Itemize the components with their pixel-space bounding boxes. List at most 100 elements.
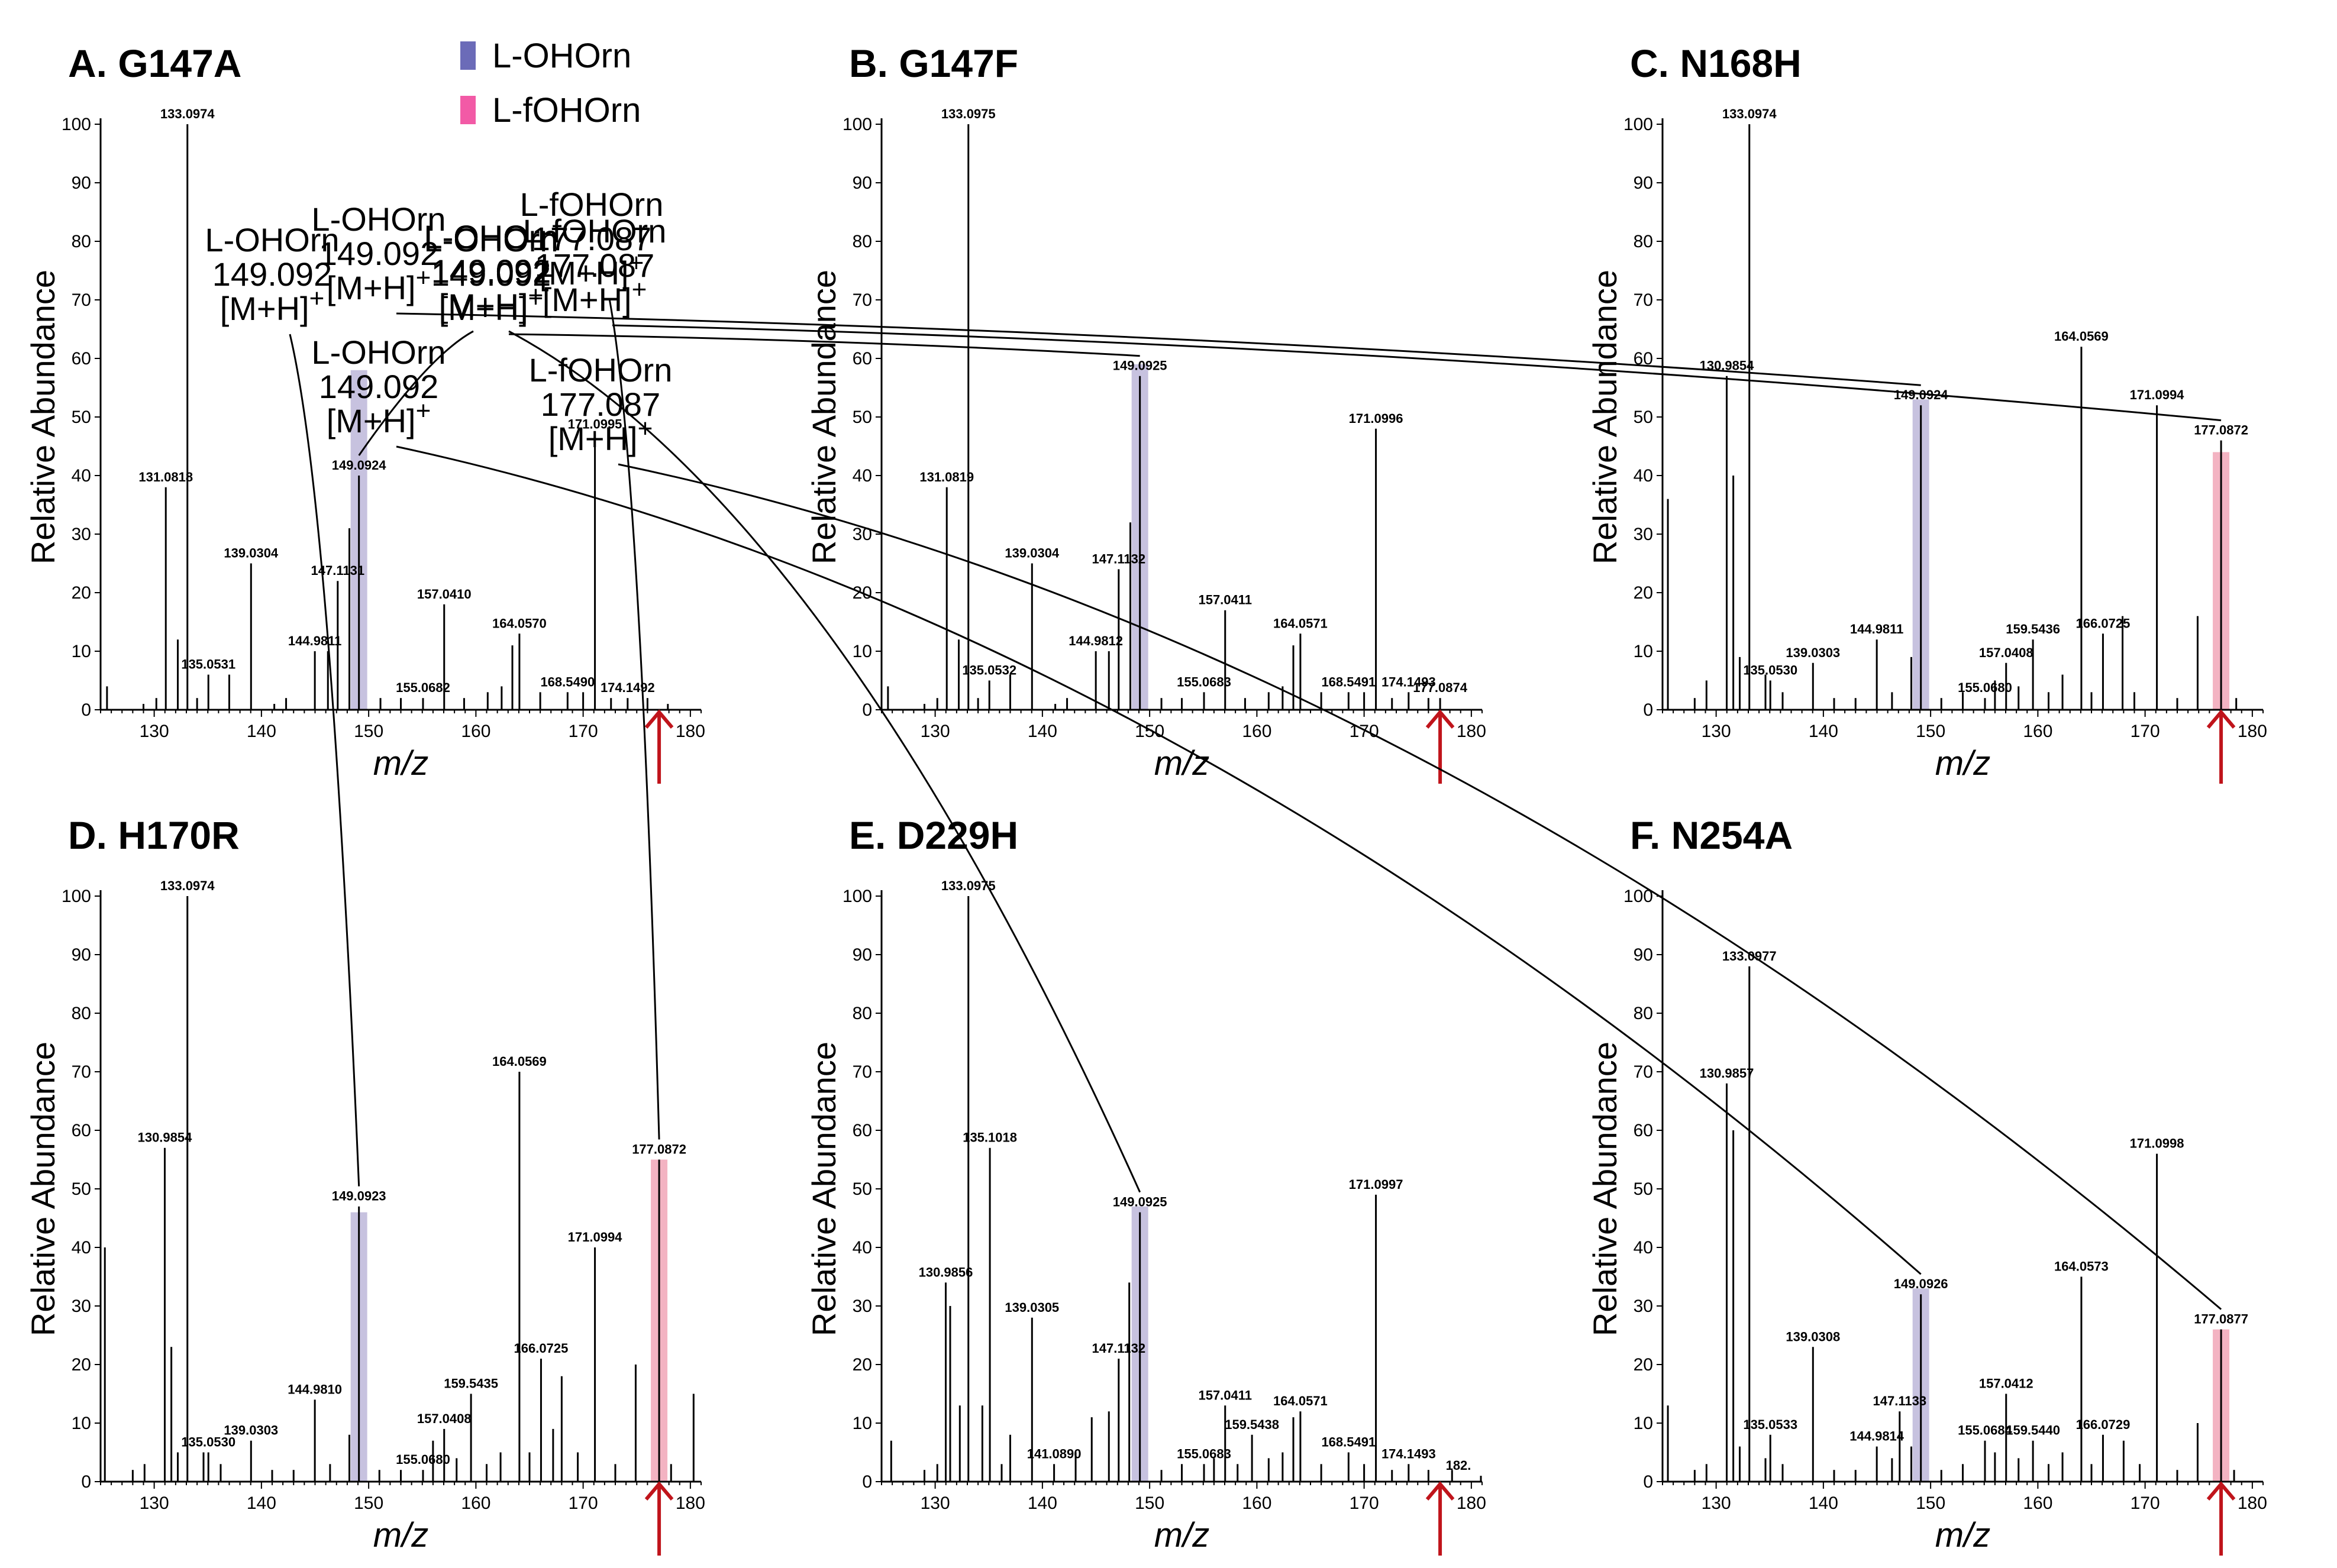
y-tick-label: 40	[1634, 1238, 1653, 1257]
peak-label: 157.0408	[1979, 645, 2033, 660]
x-tick-label: 150	[1916, 1493, 1945, 1513]
peak-label: 155.0684	[1958, 1423, 2013, 1438]
annotation-line: [M+H]+	[439, 284, 544, 327]
peak-label: 133.0974	[160, 106, 215, 121]
arrow-head	[2206, 709, 2236, 729]
peak-label: 177.0874	[1413, 680, 1468, 695]
annotation-line: 177.087	[541, 386, 660, 423]
y-tick-label: 90	[72, 173, 91, 193]
peak-label: 164.0570	[492, 616, 547, 631]
peak-label: 164.0569	[492, 1054, 547, 1069]
annotation-line: L-fOHOrn	[520, 186, 664, 223]
y-tick-label: 0	[862, 700, 872, 720]
peak-label: 171.0995	[568, 417, 622, 432]
annotation-line: [M+H]+	[327, 263, 431, 306]
y-tick-label: 90	[1634, 173, 1653, 193]
annotation-line: [M+H]+	[548, 414, 653, 457]
x-tick-label: 130	[921, 722, 950, 741]
peak-label: 135.0531	[181, 657, 235, 672]
y-tick-label: 20	[853, 1355, 872, 1375]
arrow-head	[1425, 1481, 1455, 1501]
y-tick-label: 50	[72, 408, 91, 427]
peak-label: 139.0303	[224, 1423, 278, 1438]
annotation-connector	[618, 463, 2222, 1310]
y-axis-title: Relative Abundance	[24, 1042, 62, 1336]
peak-label: 139.0303	[1786, 645, 1840, 660]
annotation-line: [M+H]+	[540, 248, 644, 292]
y-tick-label: 60	[72, 349, 91, 368]
peak-label: 144.9810	[288, 1382, 342, 1396]
x-tick-label: 160	[2023, 1493, 2052, 1513]
y-tick-label: 100	[1623, 115, 1653, 134]
annotation-line: L-fOHOrn	[523, 212, 667, 250]
peak-label: 164.0573	[2054, 1259, 2109, 1274]
peak-label: 135.0532	[962, 663, 1016, 678]
peak-label: 149.0925	[1113, 358, 1167, 373]
y-tick-label: 50	[853, 408, 872, 427]
annotation-connector	[396, 312, 1921, 386]
peak-label: 149.0923	[332, 1189, 386, 1204]
peak-label: 157.0412	[1979, 1376, 2033, 1391]
x-tick-label: 140	[1809, 722, 1838, 741]
peak-label: 144.9811	[1850, 622, 1904, 636]
annotation-connector	[289, 334, 360, 1186]
arrow-head	[1425, 709, 1455, 729]
y-tick-label: 30	[72, 525, 91, 544]
y-tick-label: 10	[853, 1414, 872, 1433]
annotation-superscript: +	[416, 263, 431, 292]
annotation-line: [M+H]+	[439, 281, 544, 324]
y-tick-label: 100	[843, 887, 872, 906]
peak-label: 155.0682	[396, 680, 450, 695]
red-arrow-marker	[1425, 709, 1455, 784]
peak-label: 174.1493	[1381, 1446, 1436, 1461]
peak-label: 147.1133	[1873, 1394, 1927, 1408]
peak-label: 139.0304	[224, 546, 279, 561]
annotation-superscript: +	[629, 248, 644, 277]
peak-label: 164.0569	[2054, 329, 2109, 344]
x-axis-title: m/z	[1935, 1516, 1990, 1554]
peak-label: 164.0571	[1273, 1394, 1328, 1408]
peak-label: 177.0877	[2194, 1312, 2248, 1327]
y-tick-label: 40	[72, 466, 91, 486]
annotation-connector	[612, 324, 2222, 422]
y-tick-label: 40	[72, 1238, 91, 1257]
panel-a-g147a: A. G147A 0 10 20 30 40 50 60 70 80 90 100 130 140 150 1…	[24, 41, 705, 784]
peak-label: 159.5435	[444, 1376, 498, 1391]
x-tick-label: 150	[354, 1493, 383, 1513]
arrow-head	[644, 1481, 674, 1501]
annotation-line: L-OHOrn	[424, 218, 558, 256]
annotation-line: 149.092	[431, 256, 551, 293]
peak-label: 130.9856	[919, 1265, 973, 1279]
y-tick-label: 20	[1634, 583, 1653, 603]
annotation-superscript: +	[638, 414, 653, 443]
peak-label: 135.0530	[181, 1435, 235, 1450]
x-tick-label: 180	[676, 1493, 705, 1513]
peak-label: 182.	[1446, 1458, 1471, 1473]
y-tick-label: 40	[1634, 466, 1653, 486]
peak-label: 147.1132	[1092, 551, 1146, 566]
peak-label: 155.0680	[1958, 680, 2012, 695]
red-arrow-marker	[2206, 709, 2236, 784]
annotation-line: [M+H]+	[327, 396, 431, 439]
y-tick-label: 70	[1634, 290, 1653, 310]
annotation-superscript: +	[416, 396, 431, 425]
x-tick-label: 130	[1702, 722, 1731, 741]
annotation-line: L-OHOrn	[311, 201, 446, 238]
x-tick-label: 130	[1702, 1493, 1731, 1513]
peak-label: 157.0410	[417, 587, 472, 602]
peak-label: 135.0533	[1743, 1417, 1797, 1432]
annotation-superscript: +	[528, 284, 544, 313]
peak-label: 174.1492	[601, 680, 655, 695]
x-tick-label: 180	[1457, 1493, 1486, 1513]
annotation-line: L-OHOrn	[205, 221, 339, 258]
peak-label: 131.0818	[138, 470, 193, 484]
y-tick-label: 30	[72, 1297, 91, 1316]
peak-label: 133.0974	[160, 878, 215, 893]
annotation-superscript: +	[528, 281, 544, 310]
